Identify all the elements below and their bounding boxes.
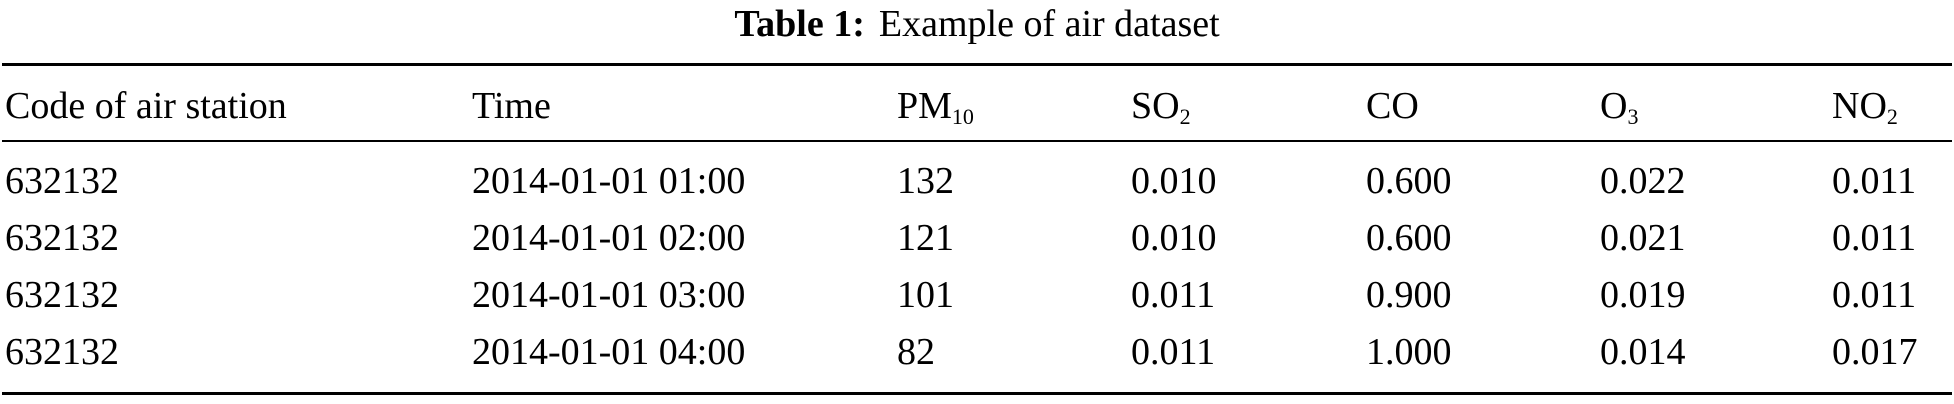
cell-so2: 0.011 <box>1131 331 1216 373</box>
header-time: Time <box>472 85 551 127</box>
cell-co: 0.600 <box>1366 160 1452 202</box>
caption-text: Example of air dataset <box>878 3 1220 45</box>
cell-co: 1.000 <box>1366 331 1452 373</box>
cell-pm10: 132 <box>897 160 954 202</box>
cell-o3: 0.014 <box>1600 331 1686 373</box>
cell-o3: 0.021 <box>1600 217 1686 259</box>
cell-station: 632132 <box>5 160 119 202</box>
cell-time: 2014-01-01 03:00 <box>472 274 746 316</box>
cell-so2: 0.010 <box>1131 217 1217 259</box>
cell-station: 632132 <box>5 217 119 259</box>
header-so2: SO2 <box>1131 85 1191 129</box>
header-row: Code of air station Time PM10 SO2 CO O3 … <box>0 81 1954 131</box>
cell-co: 0.600 <box>1366 217 1452 259</box>
cell-time: 2014-01-01 01:00 <box>472 160 746 202</box>
bottom-rule <box>2 392 1952 395</box>
cell-time: 2014-01-01 04:00 <box>472 331 746 373</box>
cell-no2: 0.017 <box>1832 331 1918 373</box>
cell-o3: 0.019 <box>1600 274 1686 316</box>
header-co: CO <box>1366 85 1419 127</box>
cell-co: 0.900 <box>1366 274 1452 316</box>
cell-o3: 0.022 <box>1600 160 1686 202</box>
table-caption: Table 1: Example of air dataset <box>0 2 1954 46</box>
cell-pm10: 82 <box>897 331 935 373</box>
table-row: 632132 2014-01-01 04:00 82 0.011 1.000 0.014 0… <box>0 327 1954 377</box>
header-rule <box>2 140 1952 142</box>
cell-so2: 0.010 <box>1131 160 1217 202</box>
table-row: 632132 2014-01-01 01:00 132 0.010 0.600 0.022… <box>0 156 1954 206</box>
header-no2: NO2 <box>1832 85 1898 129</box>
header-pm10: PM10 <box>897 85 974 129</box>
cell-time: 2014-01-01 02:00 <box>472 217 746 259</box>
cell-no2: 0.011 <box>1832 217 1917 259</box>
table-row: 632132 2014-01-01 02:00 121 0.010 0.600 0.021… <box>0 213 1954 263</box>
cell-no2: 0.011 <box>1832 160 1917 202</box>
caption-label: Table 1: <box>734 3 865 45</box>
cell-pm10: 121 <box>897 217 954 259</box>
header-o3: O3 <box>1600 85 1639 129</box>
cell-station: 632132 <box>5 331 119 373</box>
table-row: 632132 2014-01-01 03:00 101 0.011 0.900 0.019… <box>0 270 1954 320</box>
header-station: Code of air station <box>5 85 287 127</box>
top-rule <box>2 63 1952 66</box>
cell-station: 632132 <box>5 274 119 316</box>
cell-so2: 0.011 <box>1131 274 1216 316</box>
cell-no2: 0.011 <box>1832 274 1917 316</box>
cell-pm10: 101 <box>897 274 954 316</box>
